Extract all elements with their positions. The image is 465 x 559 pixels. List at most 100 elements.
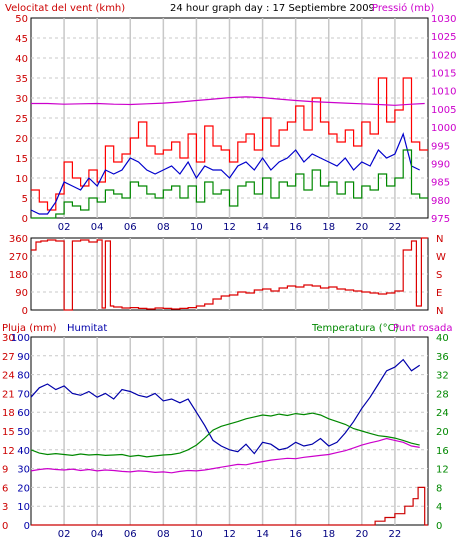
wind-axis-label: Velocitat del vent (kmh)	[5, 3, 125, 14]
humidity-tick-label: 60	[17, 408, 30, 419]
temperature-tick-label: 20	[436, 427, 449, 438]
gust-line	[31, 77, 428, 211]
compass-tick-label: N	[436, 234, 443, 245]
temperature-tick-label: 40	[436, 333, 449, 344]
wind-tick-label: 30	[15, 94, 28, 105]
rain-line	[31, 486, 428, 526]
temperature-axis-label: Temperatura (°C)	[311, 323, 399, 334]
humidity-tick-label: 70	[17, 389, 30, 400]
hour-tick-label: 10	[190, 529, 203, 540]
temperature-tick-label: 12	[436, 465, 449, 476]
wind-tick-label: 0	[22, 214, 28, 225]
pressure-tick-label: 1030	[431, 14, 456, 25]
hour-tick-label: 14	[256, 222, 269, 233]
humidity-tick-label: 40	[17, 446, 30, 457]
rain-tick-label: 9	[2, 465, 8, 476]
hour-tick-label: 22	[389, 529, 402, 540]
hour-tick-label: 20	[355, 529, 368, 540]
temperature-line	[30, 412, 420, 458]
pressure-tick-label: 1005	[431, 105, 456, 116]
direction-tick-label: 90	[15, 288, 28, 299]
humidity-tick-label: 80	[17, 371, 30, 382]
compass-tick-label: N	[436, 306, 443, 317]
pressure-tick-label: 990	[431, 159, 450, 170]
wind-tick-label: 40	[15, 54, 28, 65]
rain-tick-label: 21	[2, 389, 15, 400]
rain-tick-label: 24	[2, 371, 15, 382]
wind-tick-label: 10	[15, 174, 28, 185]
wind-tick-label: 15	[15, 154, 28, 165]
pressure-tick-label: 1000	[431, 123, 456, 134]
wind-tick-label: 25	[15, 114, 28, 125]
hour-tick-label: 04	[91, 222, 104, 233]
pressure-tick-label: 995	[431, 141, 450, 152]
hour-tick-label: 08	[157, 222, 170, 233]
pressure-axis-label: Pressió (mb)	[372, 2, 434, 14]
humidity-tick-label: 10	[17, 502, 30, 513]
pressure-tick-label: 1020	[431, 50, 456, 61]
compass-tick-label: W	[436, 252, 446, 263]
humidity-tick-label: 20	[17, 483, 30, 494]
pressure-tick-label: 975	[431, 214, 450, 225]
compass-tick-label: S	[436, 270, 442, 281]
hour-tick-label: 14	[256, 529, 269, 540]
rain-tick-label: 15	[2, 427, 15, 438]
temperature-tick-label: 24	[436, 408, 449, 419]
temperature-tick-label: 16	[436, 446, 449, 457]
rain-tick-label: 30	[2, 333, 15, 344]
wind-tick-label: 5	[22, 194, 28, 205]
dewpoint-axis-label: Punt rosada	[393, 323, 452, 334]
hour-tick-label: 18	[322, 529, 335, 540]
pressure-line	[31, 96, 425, 106]
compass-tick-label: E	[436, 288, 442, 299]
hour-tick-label: 02	[58, 529, 71, 540]
hour-tick-label: 12	[223, 529, 236, 540]
humidity-line	[30, 358, 421, 455]
humidity-axis-label: Humitat	[67, 323, 107, 334]
rain-tick-label: 0	[2, 521, 8, 532]
hour-tick-label: 08	[157, 529, 170, 540]
direction-tick-label: 0	[22, 306, 28, 317]
wind-direction-line	[31, 237, 428, 311]
humidity-tick-label: 90	[17, 352, 30, 363]
rain-tick-label: 18	[2, 408, 15, 419]
temperature-tick-label: 32	[436, 371, 449, 382]
temperature-tick-label: 4	[436, 502, 442, 513]
hour-tick-label: 06	[124, 222, 137, 233]
hour-tick-label: 10	[190, 222, 203, 233]
temperature-tick-label: 8	[436, 483, 442, 494]
rain-tick-label: 3	[2, 502, 8, 513]
direction-tick-label: 360	[9, 234, 28, 245]
pressure-tick-label: 980	[431, 196, 450, 207]
hour-tick-label: 20	[355, 222, 368, 233]
direction-tick-label: 180	[9, 270, 28, 281]
temperature-tick-label: 0	[436, 521, 442, 532]
hour-tick-label: 04	[91, 529, 104, 540]
direction-tick-label: 270	[9, 252, 28, 263]
pressure-tick-label: 1010	[431, 87, 456, 98]
pressure-tick-label: 1025	[431, 32, 456, 43]
hour-tick-label: 12	[223, 222, 236, 233]
rain-axis-label: Pluja (mm)	[2, 323, 57, 334]
temperature-tick-label: 28	[436, 389, 449, 400]
wind-tick-label: 20	[15, 134, 28, 145]
humidity-tick-label: 30	[17, 465, 30, 476]
wind-tick-label: 35	[15, 74, 28, 85]
wind-tick-label: 45	[15, 34, 28, 45]
rain-tick-label: 6	[2, 483, 8, 494]
hour-tick-label: 02	[58, 222, 71, 233]
humidity-tick-label: 50	[17, 427, 30, 438]
dewpoint-line	[30, 437, 420, 474]
hour-tick-label: 16	[289, 529, 302, 540]
chart-title: 24 hour graph day : 17 Septiembre 2009	[170, 3, 375, 14]
humidity-tick-label: 100	[11, 333, 30, 344]
wind_low-line	[31, 149, 428, 219]
hour-tick-label: 06	[124, 529, 137, 540]
temperature-tick-label: 36	[436, 352, 449, 363]
wind_avg-line	[30, 132, 420, 215]
rain-tick-label: 12	[2, 446, 15, 457]
pressure-tick-label: 985	[431, 178, 450, 189]
wind-tick-label: 50	[15, 14, 28, 25]
rain-tick-label: 27	[2, 352, 15, 363]
